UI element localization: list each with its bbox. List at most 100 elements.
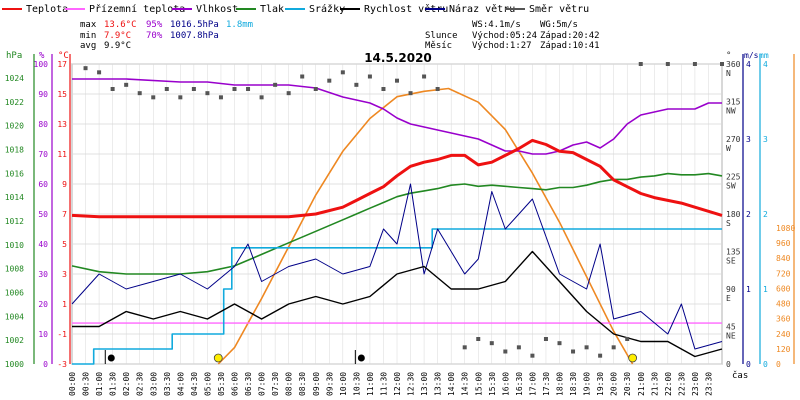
moon-rise: Východ:1:27: [472, 41, 532, 51]
pct-tick-label: 80: [38, 120, 48, 129]
deg-tick-label: 0: [726, 360, 731, 369]
wind-direction-point: [246, 87, 251, 91]
pct-tick-label: 10: [38, 330, 48, 339]
direction-tick-label: SW: [726, 182, 736, 191]
wind-direction-point: [625, 337, 630, 341]
direction-tick-label: S: [726, 219, 731, 228]
time-tick-label: 11:30: [379, 372, 388, 396]
wind-direction-point: [584, 345, 589, 350]
direction-tick-label: E: [726, 294, 731, 303]
wind-sun-moon-info: WS:4.1m/s WG:5m/s Slunce Východ:05:24 Zá…: [425, 20, 600, 51]
stat-avg-temp: 9.9°C: [104, 41, 131, 51]
time-tick-label: 08:00: [285, 372, 294, 396]
time-tick-label: 14:30: [461, 372, 470, 396]
stat-max-temp: 13.6°C: [104, 20, 137, 30]
time-tick-label: 09:30: [325, 372, 334, 396]
time-tick-label: 13:00: [420, 372, 429, 396]
wind-direction-point: [205, 91, 210, 96]
c-tick-label: -1: [57, 330, 67, 339]
c-tick-label: 9: [62, 180, 67, 189]
time-tick-label: 17:00: [528, 372, 537, 396]
time-tick-label: 18:30: [569, 372, 578, 396]
wind-direction-point: [422, 74, 427, 79]
wind-direction-point: [476, 337, 481, 341]
legend-item-gust: Náraz větru: [425, 3, 515, 15]
wind-direction-point: [124, 82, 129, 87]
stat-min-press: 1007.8hPa: [170, 31, 219, 41]
legend-item-ground-temp: Přízemní teplota: [65, 3, 185, 15]
ms-tick-label: 2: [746, 210, 751, 219]
wind-direction-point: [354, 82, 359, 87]
time-tick-label: 23:30: [704, 372, 713, 396]
pct-tick-label: 0: [43, 360, 48, 369]
stat-max-press: 1016.5hPa: [170, 20, 219, 30]
ms-tick-label: 4: [746, 60, 751, 69]
gust-line: [71, 183, 723, 350]
time-tick-label: 19:30: [596, 372, 605, 396]
time-tick-label: 12:30: [407, 372, 416, 396]
time-tick-label: 13:30: [434, 372, 443, 396]
time-tick-label: 23:00: [691, 372, 700, 396]
time-tick-label: 21:30: [650, 372, 659, 396]
wind-direction-point: [408, 91, 413, 96]
time-tick-label: 15:30: [488, 372, 497, 396]
direction-tick-label: NE: [726, 332, 736, 341]
wind-direction-point: [611, 345, 616, 350]
stat-min-label: min: [80, 31, 96, 41]
deg-tick-label: 270: [726, 135, 741, 144]
time-tick-label: 18:00: [556, 372, 565, 396]
wind-direction-point: [489, 341, 494, 346]
time-tick-label: 03:30: [163, 372, 172, 396]
ms-tick-label: 3: [746, 135, 751, 144]
moonrise-marker: [107, 354, 115, 362]
time-tick-label: 21:00: [637, 372, 646, 396]
deg-tick-label: 90: [726, 285, 736, 294]
radiation-tick-label: 360: [776, 315, 791, 324]
ms-tick-label: 0: [746, 360, 751, 369]
deg-tick-label: 135: [726, 248, 741, 257]
wind-direction-point: [191, 87, 196, 91]
c-unit-label: °C: [58, 51, 69, 61]
radiation-tick-label: 840: [776, 254, 791, 263]
direction-tick-label: W: [726, 144, 731, 153]
mm-tick-label: 3: [763, 135, 768, 144]
time-tick-label: 15:00: [474, 372, 483, 396]
chart-title: 14.5.2020: [364, 51, 432, 65]
radiation-tick-label: 120: [776, 345, 791, 354]
time-tick-label: 04:30: [190, 372, 199, 396]
pct-tick-label: 40: [38, 240, 48, 249]
c-tick-label: -3: [57, 360, 67, 369]
radiation-tick-label: 720: [776, 269, 791, 278]
pct-tick-label: 50: [38, 210, 48, 219]
time-tick-label: 20:00: [610, 372, 619, 396]
time-tick-label: 05:00: [203, 372, 212, 396]
wind-direction-point: [259, 95, 264, 100]
wind-direction-point: [367, 74, 372, 79]
pct-tick-label: 60: [38, 180, 48, 189]
wind-direction-point: [503, 349, 508, 354]
time-tick-label: 01:30: [109, 372, 118, 396]
legend-label: Rychlost větru: [364, 3, 448, 15]
c-tick-label: 7: [62, 210, 67, 219]
time-tick-label: 10:00: [339, 372, 348, 396]
deg-unit-label: °: [726, 51, 731, 61]
time-tick-label: 06:00: [231, 372, 240, 396]
time-tick-label: 22:30: [677, 372, 686, 396]
stat-min-temp: 7.9°C: [104, 31, 131, 41]
time-tick-label: 20:30: [623, 372, 632, 396]
legend-label: Náraz větru: [449, 3, 515, 15]
wind-direction-point: [381, 87, 386, 91]
wind-direction-point: [273, 82, 278, 87]
c-tick-label: 5: [62, 240, 67, 249]
legend-item-pressure: Tlak: [236, 4, 284, 15]
axis-ticks: 1024102210201018101610141012101010081006…: [5, 60, 796, 396]
c-tick-label: 17: [57, 60, 67, 69]
stats-block: max 13.6°C 95% 1016.5hPa 1.8mm min 7.9°C…: [80, 20, 253, 51]
wind-direction-point: [530, 353, 535, 358]
legend: Teplota Přízemní teplota Vlhkost Tlak Sr…: [2, 3, 589, 15]
legend-item-temperature: Teplota: [2, 4, 68, 15]
time-tick-label: 22:00: [664, 372, 673, 396]
wind-direction-point: [665, 62, 670, 66]
wind-direction-point: [462, 345, 467, 350]
pressure-line: [71, 172, 723, 275]
